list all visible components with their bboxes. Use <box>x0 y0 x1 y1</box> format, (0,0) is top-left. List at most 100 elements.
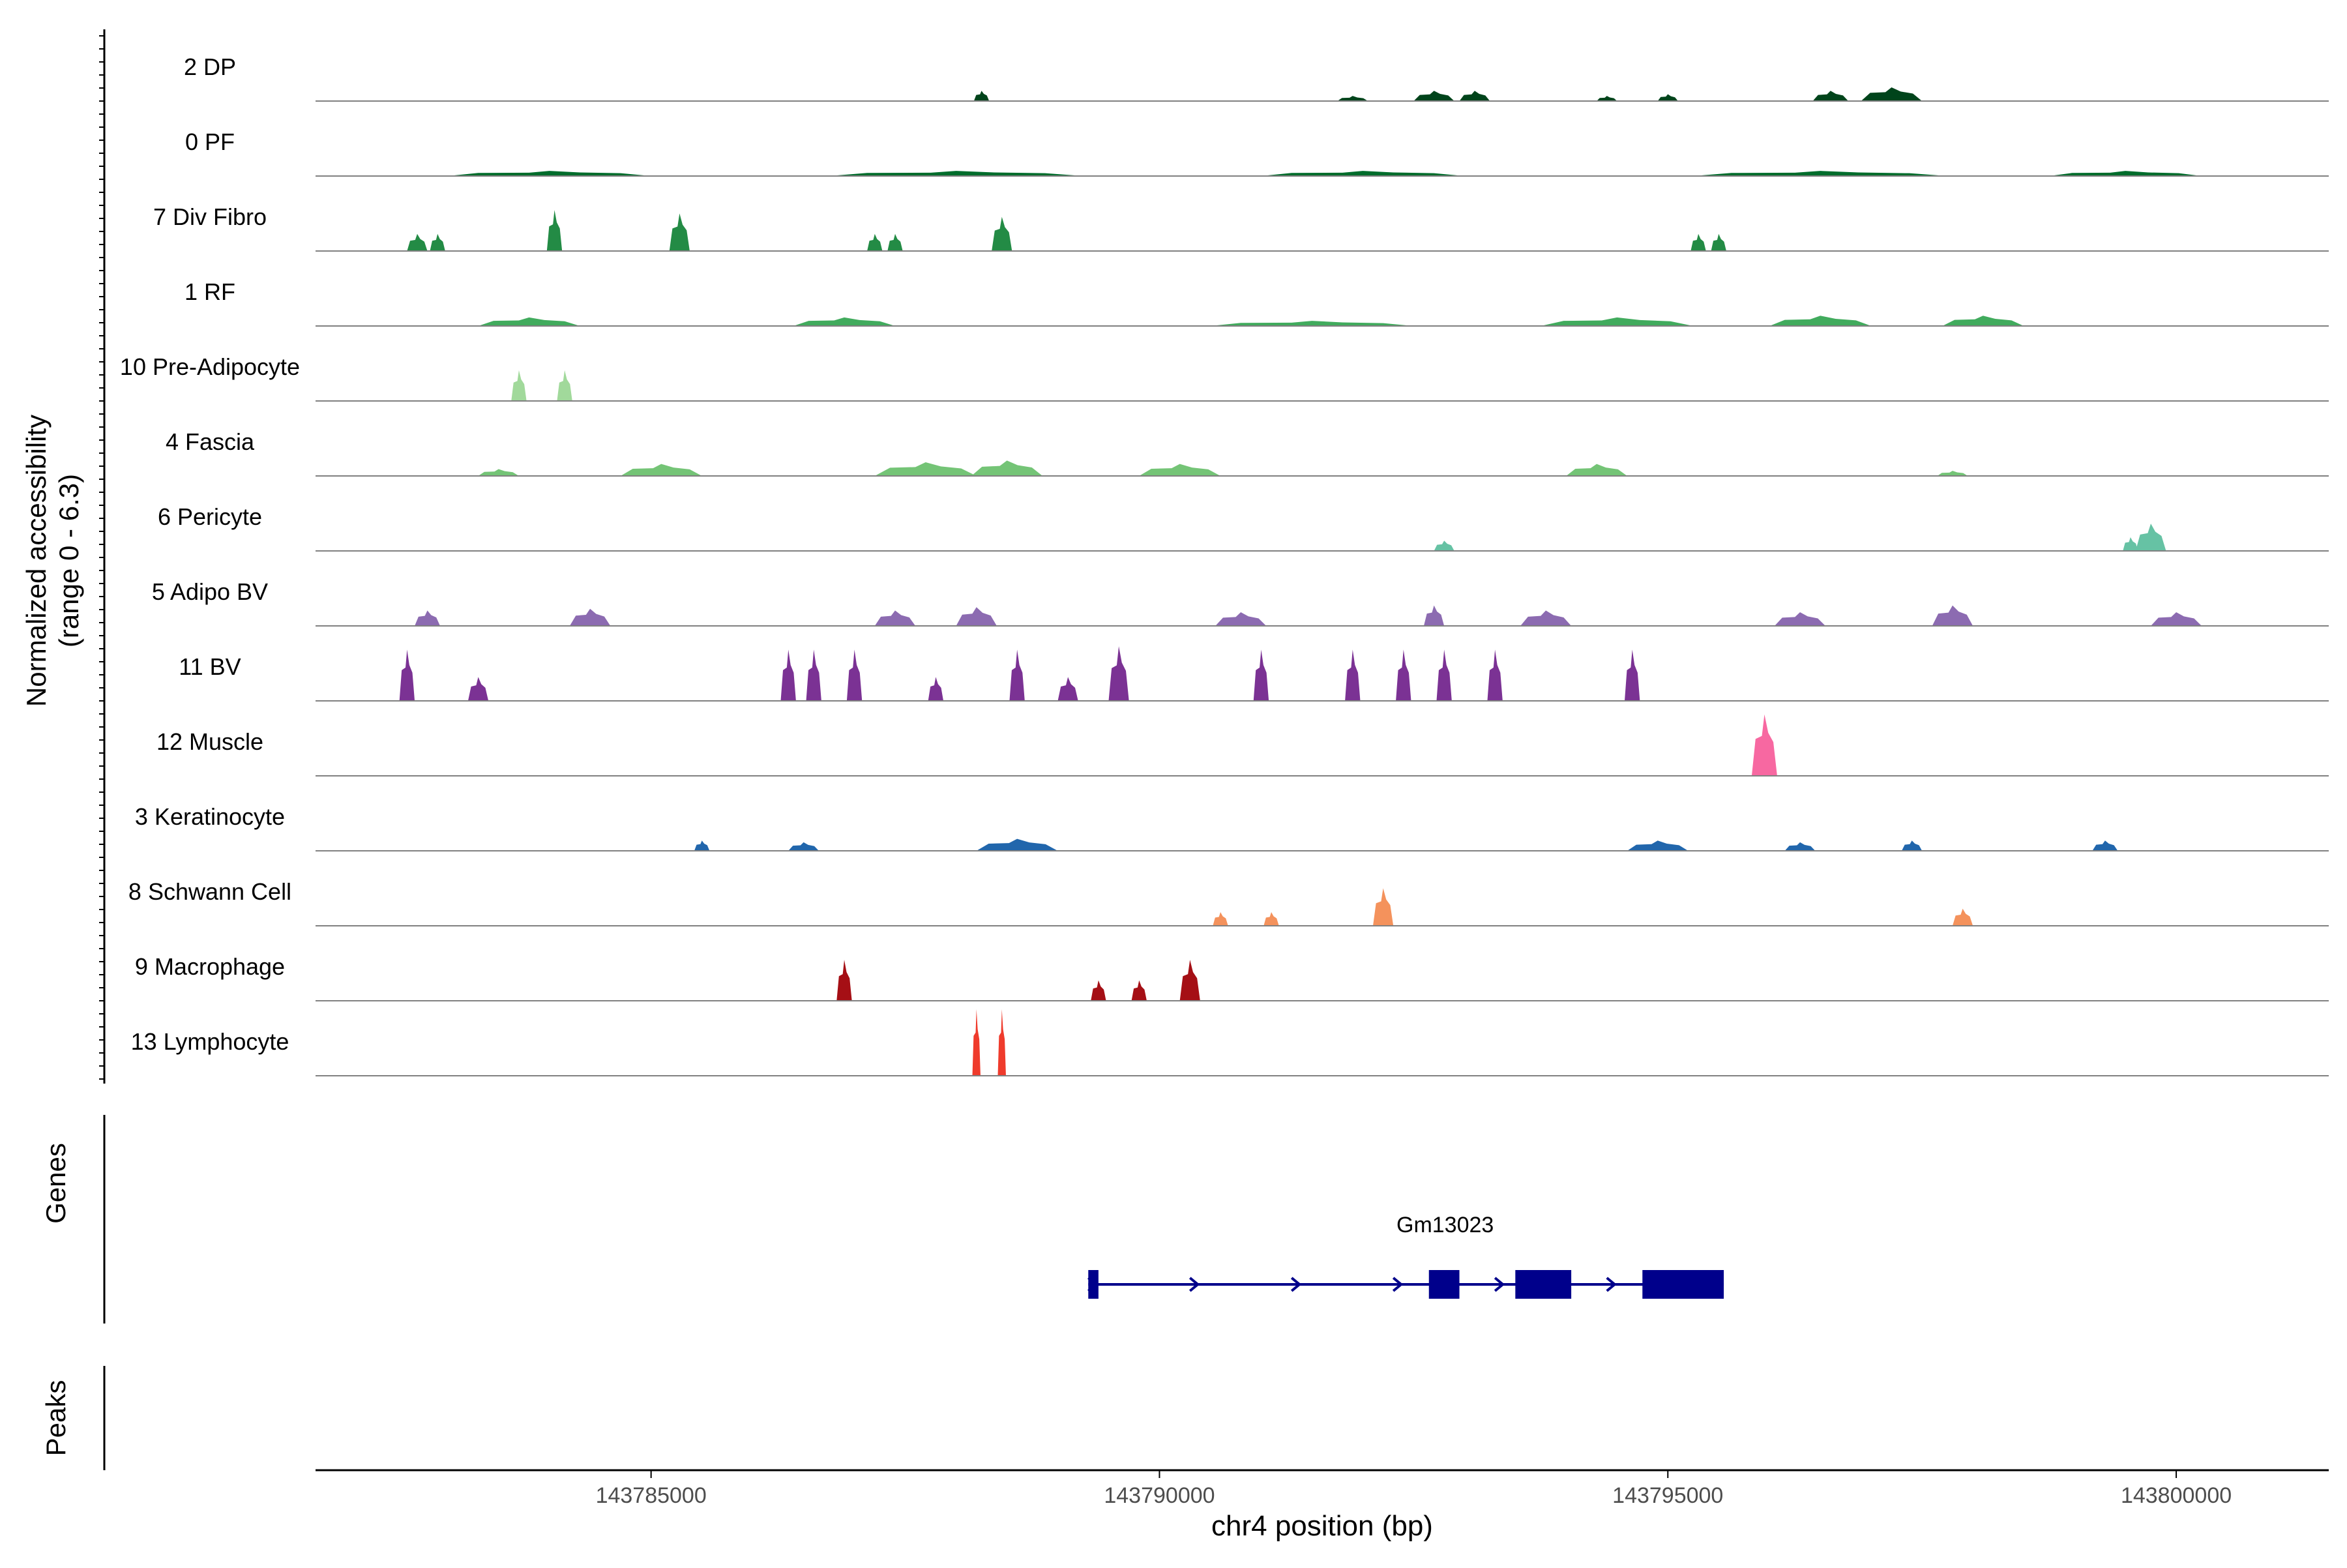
track-label: 3 Keratinocyte <box>135 803 285 830</box>
coverage-peak <box>1769 316 1872 326</box>
track-label: 9 Macrophage <box>135 953 285 980</box>
track-13: 13 Lymphocyte <box>131 1009 2329 1076</box>
track-5: 4 Fascia <box>166 428 2329 477</box>
coverage-peak <box>1131 980 1147 1001</box>
coverage-peak <box>793 317 895 326</box>
x-tick-label: 143790000 <box>1104 1483 1215 1508</box>
track-label: 12 Muscle <box>156 728 263 755</box>
gene-exon <box>1642 1270 1724 1299</box>
coverage-peak <box>2123 537 2138 551</box>
x-tick-label: 143785000 <box>596 1483 707 1508</box>
coverage-peak <box>992 216 1012 251</box>
track-label: 6 Pericyte <box>158 503 262 530</box>
x-axis: 143785000 143790000 143795000 143800000 <box>316 1469 2329 1508</box>
coverage-peak <box>546 210 563 251</box>
track-label: 4 Fascia <box>166 428 255 455</box>
track-label: 10 Pre-Adipocyte <box>120 353 300 380</box>
track-label: 1 RF <box>185 278 235 305</box>
strand-arrow <box>1494 1277 1505 1292</box>
coverage-peak <box>1812 91 1849 101</box>
coverage-peak <box>1624 649 1640 701</box>
coverage-peak <box>478 317 580 326</box>
coverage-peak <box>694 840 710 851</box>
coverage-peak <box>1139 464 1221 476</box>
coverage-peak <box>1057 677 1078 701</box>
coverage-peak <box>1657 94 1678 101</box>
coverage-peak <box>415 610 441 626</box>
coverage-peak <box>1784 842 1816 851</box>
coverage-peak <box>829 171 1084 176</box>
coverage-peak <box>1459 91 1490 101</box>
coverage-peak <box>2151 612 2202 626</box>
coverage-peak <box>1566 464 1627 476</box>
gene-name: Gm13023 <box>1396 1213 1494 1237</box>
coverage-peak <box>1937 471 1968 476</box>
y-axis <box>99 29 106 1084</box>
coverage-peak <box>1901 840 1923 851</box>
coverage-peak <box>1690 233 1706 251</box>
coverage-peak <box>806 649 821 701</box>
coverage-peak <box>874 610 916 626</box>
coverage-peak <box>1345 649 1361 701</box>
coverage-peak <box>1436 649 1452 701</box>
coverage-peak <box>467 677 489 701</box>
coverage-peak <box>867 233 883 251</box>
track-2: 7 Div Fibro <box>153 203 2329 252</box>
coverage-peak <box>2135 524 2166 551</box>
coverage-tracks: 2 DP 0 PF 7 Div Fibro 1 RF 10 Pre-Adipocyte 4… <box>120 53 2329 1076</box>
coverage-peak <box>971 460 1043 476</box>
coverage-peak <box>874 462 977 476</box>
coverage-peak <box>1337 96 1368 101</box>
x-axis-label: chr4 position (bp) <box>1211 1510 1433 1542</box>
track-6: 6 Pericyte <box>158 503 2329 552</box>
coverage-peak <box>997 1009 1006 1076</box>
coverage-peak <box>478 469 519 476</box>
y-axis-label-line2: (range 0 - 6.3) <box>53 474 84 647</box>
track-8: 11 BV <box>179 646 2329 702</box>
gene-exon <box>1515 1270 1572 1299</box>
coverage-peak <box>1179 960 1200 1001</box>
coverage-peak <box>1423 605 1445 626</box>
peaks-label: Peaks <box>40 1380 71 1457</box>
track-12: 9 Macrophage <box>135 953 2329 1001</box>
coverage-peak <box>399 649 415 701</box>
coverage-peak <box>1213 912 1228 926</box>
coverage-peak <box>1263 912 1279 926</box>
coverage-peak <box>1520 610 1572 626</box>
coverage-peak <box>1861 87 1923 101</box>
track-11: 8 Schwann Cell <box>128 878 2329 926</box>
coverage-peak <box>780 649 796 701</box>
coverage-peak <box>1253 649 1269 701</box>
coverage-peak <box>1210 321 1414 326</box>
coverage-peak <box>1952 908 1973 926</box>
coverage-peak <box>1541 317 1694 326</box>
coverage-peak <box>1627 840 1689 851</box>
track-label: 8 Schwann Cell <box>128 878 291 905</box>
coverage-peak <box>447 171 651 176</box>
track-10: 3 Keratinocyte <box>135 803 2329 851</box>
coverage-peak <box>1091 980 1106 1001</box>
coverage-peak <box>956 607 997 626</box>
coverage-peak <box>557 370 572 401</box>
track-3: 1 RF <box>185 278 2329 327</box>
track-label: 13 Lymphocyte <box>131 1028 289 1055</box>
track-9: 12 Muscle <box>156 714 2329 777</box>
coverage-peak <box>1009 649 1025 701</box>
track-label: 2 DP <box>184 53 236 80</box>
track-0: 2 DP <box>184 53 2329 102</box>
coverage-peak <box>1711 233 1726 251</box>
x-tick-label: 143800000 <box>2121 1483 2232 1508</box>
coverage-peak <box>1372 888 1394 926</box>
coverage-peak <box>1597 96 1617 101</box>
strand-arrow <box>1392 1277 1404 1292</box>
track-4: 10 Pre-Adipocyte <box>120 353 2329 402</box>
coverage-peak <box>928 677 944 701</box>
coverage-peak <box>1487 649 1503 701</box>
genes-label: Genes <box>40 1143 71 1224</box>
coverage-peak <box>1108 646 1129 701</box>
coverage-peak <box>511 370 527 401</box>
coverage-peak <box>1413 91 1454 101</box>
track-7: 5 Adipo BV <box>152 578 2329 627</box>
